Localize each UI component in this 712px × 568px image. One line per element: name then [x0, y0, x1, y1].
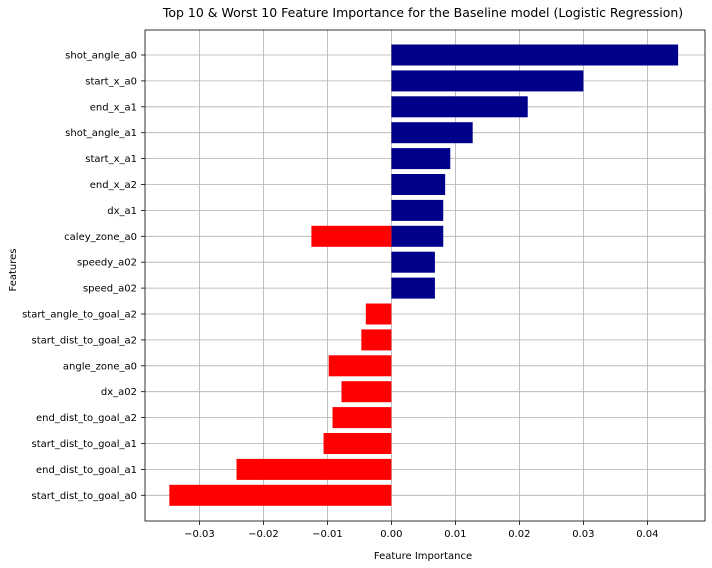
x-tick-label: 0.00	[380, 529, 402, 540]
y-axis-label: Features	[8, 249, 19, 292]
bar-top-end_x_a1	[391, 96, 528, 118]
x-tick-label: 0.02	[508, 529, 530, 540]
bar-worst-angle_zone_a0	[328, 355, 392, 377]
bar-worst-dx_a02	[341, 381, 392, 403]
y-tick-label: caley_zone_a0	[64, 232, 137, 243]
bar-top-start_x_a0	[391, 70, 584, 92]
y-tick-label: dx_a1	[107, 206, 137, 217]
bar-top-start_x_a1	[391, 148, 451, 170]
y-tick-label: end_dist_to_goal_a2	[36, 413, 137, 424]
x-tick-label: −0.01	[312, 529, 343, 540]
y-tick-label: end_dist_to_goal_a1	[36, 465, 137, 476]
bar-worst-start_dist_to_goal_a0	[169, 484, 392, 506]
bar-top-speed_a02	[391, 277, 435, 299]
bar-top-speedy_a02	[391, 251, 435, 273]
bar-worst-start_dist_to_goal_a1	[323, 433, 392, 454]
chart-title: Top 10 & Worst 10 Feature Importance for…	[162, 5, 683, 20]
y-tick-label: start_dist_to_goal_a0	[32, 491, 137, 502]
x-tick-label: 0.01	[444, 529, 466, 540]
bar-worst-start_angle_to_goal_a2	[365, 303, 392, 325]
x-tick-label: −0.02	[248, 529, 279, 540]
plot-frame	[144, 29, 706, 522]
x-tick-label: 0.04	[636, 529, 658, 540]
x-ticks: −0.03 −0.02 −0.01 0.00 0.01 0.02 0.03 0.04	[184, 521, 659, 540]
y-tick-label: shot_angle_a0	[65, 51, 137, 62]
y-tick-label: shot_angle_a1	[65, 128, 137, 139]
bar-worst-caley_zone_a0	[311, 225, 392, 247]
bar-top-end_x_a2	[391, 174, 446, 195]
y-tick-label: start_x_a1	[85, 154, 137, 165]
bar-worst-end_dist_to_goal_a1	[236, 458, 392, 480]
bar-top-shot_angle_a1	[391, 122, 473, 144]
y-tick-label: speedy_a02	[77, 258, 137, 269]
y-tick-label: start_x_a0	[85, 76, 137, 87]
y-tick-label: end_x_a2	[90, 180, 137, 191]
x-tick-label: −0.03	[184, 529, 215, 540]
bar-top-caley_zone_a0	[391, 225, 444, 247]
y-tick-label: end_x_a1	[90, 102, 137, 113]
y-tick-label: start_dist_to_goal_a1	[32, 439, 137, 450]
bars-layer	[169, 44, 679, 506]
y-tick-label: speed_a02	[83, 284, 137, 295]
x-axis-label: Feature Importance	[374, 551, 472, 562]
bar-top-dx_a1	[391, 199, 444, 221]
bar-top-shot_angle_a0	[391, 44, 679, 66]
bar-worst-start_dist_to_goal_a2	[361, 329, 392, 351]
y-tick-label: start_dist_to_goal_a2	[32, 335, 137, 346]
y-tick-label: angle_zone_a0	[63, 361, 137, 372]
y-ticks: shot_angle_a0 start_x_a0 end_x_a1 shot_angl…	[22, 51, 145, 502]
bar-worst-end_dist_to_goal_a2	[332, 407, 392, 429]
y-tick-label: dx_a02	[101, 387, 137, 398]
y-tick-label: start_angle_to_goal_a2	[22, 310, 137, 321]
x-tick-label: 0.03	[572, 529, 594, 540]
